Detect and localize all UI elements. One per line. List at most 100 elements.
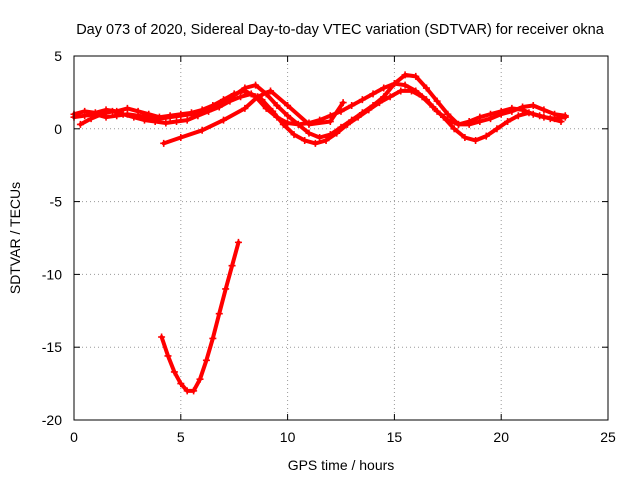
data-point <box>164 352 172 360</box>
data-point <box>422 84 430 92</box>
data-point <box>151 118 159 126</box>
y-tick-label: -5 <box>50 194 63 210</box>
data-point <box>551 110 559 118</box>
x-tick-label: 20 <box>493 429 509 445</box>
data-point <box>173 118 181 126</box>
series-trace-d <box>160 87 347 147</box>
y-tick-label: -15 <box>42 339 62 355</box>
data-point <box>241 104 249 112</box>
data-point <box>222 285 230 293</box>
data-point <box>326 118 334 126</box>
data-point <box>369 90 377 98</box>
data-point <box>493 125 501 133</box>
data-point <box>365 106 373 114</box>
data-point <box>234 238 242 246</box>
data-point <box>228 262 236 270</box>
data-point <box>81 112 89 120</box>
data-point <box>194 112 202 120</box>
data-point <box>98 110 106 118</box>
data-point <box>241 84 249 92</box>
data-point <box>226 97 234 105</box>
data-point <box>444 110 452 118</box>
data-point <box>401 81 409 89</box>
y-tick-label: -10 <box>42 266 62 282</box>
series-line <box>159 240 241 393</box>
data-point <box>160 139 168 147</box>
data-point <box>183 387 191 395</box>
axis-ticks <box>73 55 609 421</box>
x-tick-label: 10 <box>280 429 296 445</box>
data-point <box>220 116 228 124</box>
data-point <box>202 356 210 364</box>
data-point <box>130 113 138 121</box>
data-point <box>108 107 116 115</box>
data-point <box>196 375 204 383</box>
series-trace-e <box>158 238 242 395</box>
y-tick-label: 0 <box>54 121 62 137</box>
x-axis-label: GPS time / hours <box>288 457 395 473</box>
data-point <box>311 139 319 147</box>
data-point <box>166 113 174 121</box>
data-point <box>429 103 437 111</box>
data-point <box>322 136 330 144</box>
data-point <box>397 87 405 95</box>
y-tick-label: 5 <box>54 48 62 64</box>
data-point <box>504 118 512 126</box>
chart-title: Day 073 of 2020, Sidereal Day-to-day VTE… <box>76 22 605 38</box>
data-point <box>279 120 287 128</box>
data-point <box>339 99 347 107</box>
data-point <box>316 134 324 142</box>
data-point <box>561 112 569 120</box>
data-point <box>358 96 366 104</box>
x-tick-label: 5 <box>177 429 185 445</box>
data-point <box>119 110 127 118</box>
data-point <box>348 102 356 110</box>
data-point <box>407 87 415 95</box>
data-point <box>158 333 166 341</box>
series-line <box>78 88 563 146</box>
data-point <box>514 112 522 120</box>
data-point <box>284 112 292 120</box>
data-point <box>546 115 554 123</box>
data-point <box>508 107 516 115</box>
data-point <box>487 115 495 123</box>
data-point <box>183 116 191 124</box>
data-point <box>215 310 223 318</box>
x-tick-labels: 0 5 10 15 20 25 <box>70 429 616 445</box>
data-point <box>215 103 223 111</box>
data-point <box>252 81 260 89</box>
data-point <box>476 118 484 126</box>
data-point <box>177 380 185 388</box>
data-point <box>269 107 277 115</box>
data-point <box>454 120 462 128</box>
data-point <box>440 113 448 121</box>
data-point <box>401 71 409 79</box>
series-layer <box>70 71 569 395</box>
data-point <box>87 115 95 123</box>
data-point <box>258 96 266 104</box>
data-point <box>450 125 458 133</box>
data-point <box>198 126 206 134</box>
data-point <box>412 72 420 80</box>
y-tick-label: -20 <box>42 412 62 428</box>
y-tick-labels: -20 -15 -10 -5 0 5 <box>42 48 62 428</box>
data-point <box>170 368 178 376</box>
data-point <box>390 80 398 88</box>
data-point <box>205 107 213 115</box>
data-point <box>294 120 302 128</box>
y-axis-label: SDTVAR / TECUs <box>7 182 23 294</box>
data-point <box>433 97 441 105</box>
data-point <box>482 132 490 140</box>
data-point <box>354 113 362 121</box>
data-point <box>461 134 469 142</box>
data-point <box>140 116 148 124</box>
series-trace-c <box>76 87 565 147</box>
data-point <box>247 90 255 98</box>
data-point <box>380 84 388 92</box>
data-point <box>305 129 313 137</box>
data-point <box>465 120 473 128</box>
plot-frame <box>73 55 609 421</box>
data-point <box>472 136 480 144</box>
data-point <box>162 119 170 127</box>
